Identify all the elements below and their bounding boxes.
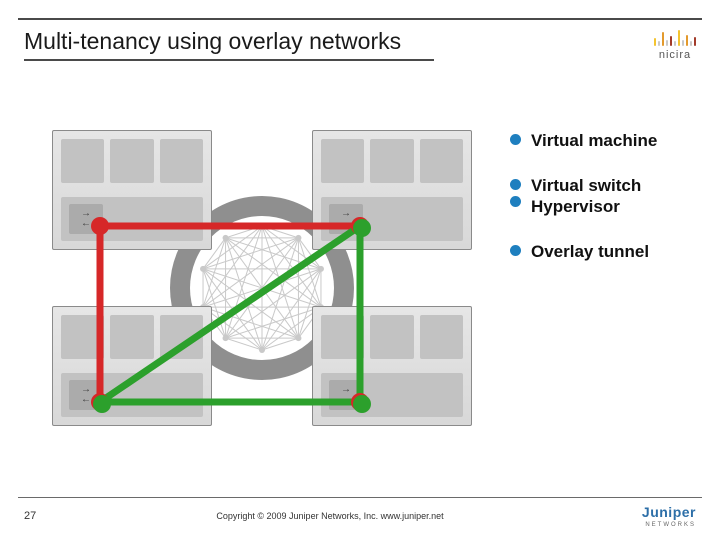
arrow-left-icon: ← — [341, 396, 351, 404]
arrow-right-icon: → — [341, 210, 351, 218]
page-title: Multi-tenancy using overlay networks — [24, 28, 434, 61]
server-top-left: →← — [52, 130, 212, 250]
hypervisor: →← — [61, 373, 203, 417]
legend-dot-icon — [510, 196, 521, 207]
vm — [110, 315, 153, 359]
legend-label: Virtual machine — [531, 130, 657, 151]
juniper-logo-word: Juniper — [642, 504, 696, 520]
hypervisor: →← — [321, 373, 463, 417]
top-rule — [18, 18, 702, 20]
copyright-text: Copyright © 2009 Juniper Networks, Inc. … — [64, 511, 596, 521]
juniper-logo-sub: NETWORKS — [596, 522, 696, 528]
vm — [160, 315, 203, 359]
vm — [420, 315, 463, 359]
server-top-right: →← — [312, 130, 472, 250]
vswitch-icon: →← — [69, 380, 103, 410]
diagram: →← →← →← →← — [30, 110, 490, 450]
vm — [321, 139, 364, 183]
vm — [160, 139, 203, 183]
vm-row — [321, 315, 463, 359]
legend-dot-icon — [510, 179, 521, 190]
server-bottom-right: →← — [312, 306, 472, 426]
legend-row-tunnel: Overlay tunnel — [510, 241, 710, 262]
nicira-logo-text: nicira — [659, 49, 691, 61]
juniper-logo: Juniper NETWORKS — [596, 504, 696, 528]
vswitch-icon: →← — [329, 380, 363, 410]
footer: 27 Copyright © 2009 Juniper Networks, In… — [0, 504, 720, 528]
vm — [420, 139, 463, 183]
legend-label: Overlay tunnel — [531, 241, 649, 262]
vswitch-icon: →← — [69, 204, 103, 234]
arrow-left-icon: ← — [81, 396, 91, 404]
vm — [370, 315, 413, 359]
legend-dot-icon — [510, 245, 521, 256]
legend-row-vm: Virtual machine — [510, 130, 710, 151]
legend-label-hypervisor: Hypervisor — [531, 197, 620, 216]
arrow-right-icon: → — [81, 386, 91, 394]
vm-row — [61, 315, 203, 359]
arrow-left-icon: ← — [341, 220, 351, 228]
legend-label-vswitch: Virtual switch — [531, 176, 641, 195]
vm-row — [61, 139, 203, 183]
vm — [321, 315, 364, 359]
title-area: Multi-tenancy using overlay networks nic… — [24, 28, 696, 61]
arrow-right-icon: → — [341, 386, 351, 394]
vm — [61, 139, 104, 183]
vm-row — [321, 139, 463, 183]
vm — [61, 315, 104, 359]
server-bottom-left: →← — [52, 306, 212, 426]
vswitch-icon: →← — [329, 204, 363, 234]
legend: Virtual machine Virtual switch Hyperviso… — [510, 130, 710, 286]
hypervisor: →← — [321, 197, 463, 241]
hypervisor: →← — [61, 197, 203, 241]
arrow-right-icon: → — [81, 210, 91, 218]
legend-dot-icon — [510, 134, 521, 145]
arrow-left-icon: ← — [81, 220, 91, 228]
footer-rule — [18, 497, 702, 498]
vm — [370, 139, 413, 183]
legend-row-vswitch-hyp: Virtual switch Hypervisor — [510, 175, 710, 217]
nicira-logo: nicira — [654, 28, 696, 61]
vm — [110, 139, 153, 183]
nicira-logo-bars — [654, 28, 696, 46]
legend-label: Virtual switch Hypervisor — [531, 175, 641, 217]
page-number: 27 — [24, 510, 64, 522]
